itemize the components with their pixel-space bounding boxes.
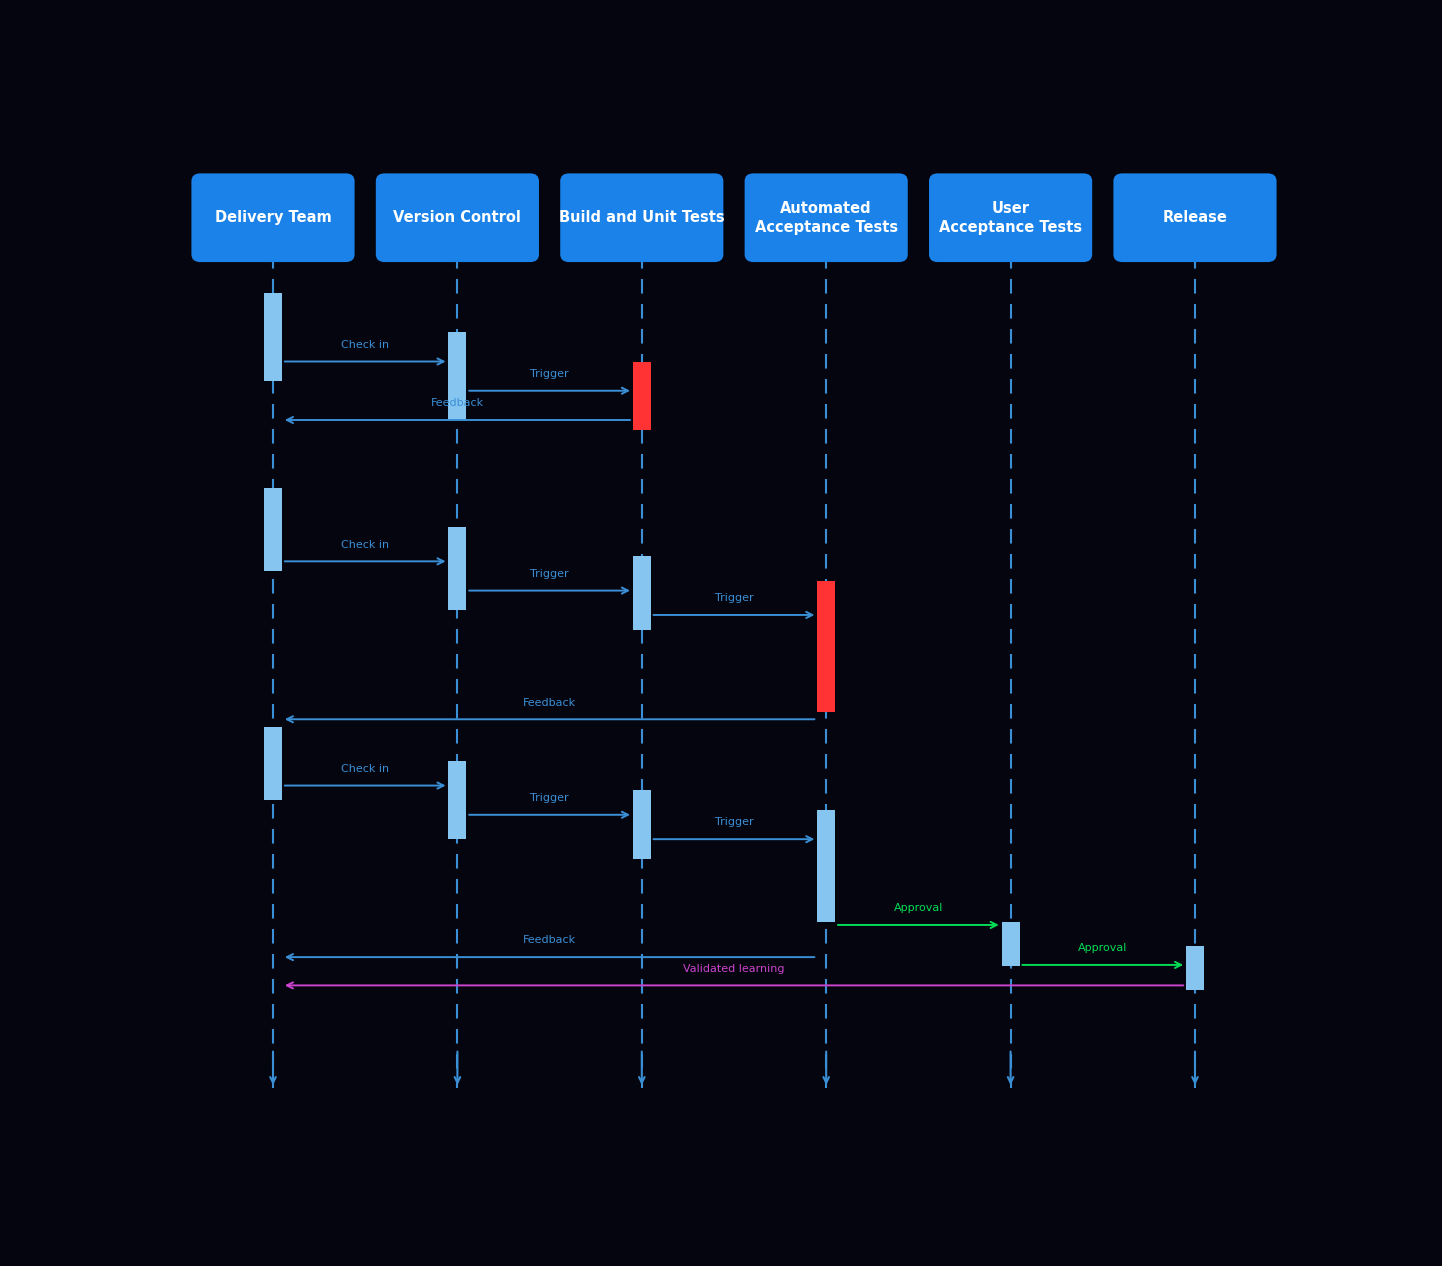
Text: Build and Unit Tests: Build and Unit Tests xyxy=(559,210,725,225)
Text: Validated learning: Validated learning xyxy=(684,963,784,974)
FancyBboxPatch shape xyxy=(929,173,1092,262)
Bar xyxy=(448,332,466,420)
Text: Trigger: Trigger xyxy=(715,818,753,828)
FancyBboxPatch shape xyxy=(559,173,724,262)
Bar xyxy=(448,761,466,839)
Text: Feedback: Feedback xyxy=(431,399,485,409)
Text: User
Acceptance Tests: User Acceptance Tests xyxy=(939,201,1082,234)
Text: Check in: Check in xyxy=(342,339,389,349)
Text: Delivery Team: Delivery Team xyxy=(215,210,332,225)
Bar xyxy=(633,557,650,629)
Bar xyxy=(818,581,835,713)
Text: Check in: Check in xyxy=(342,539,389,549)
Text: Release: Release xyxy=(1162,210,1227,225)
Text: Check in: Check in xyxy=(342,763,389,774)
Bar xyxy=(633,790,650,858)
Text: Trigger: Trigger xyxy=(531,370,570,379)
Bar xyxy=(264,489,283,571)
Text: Trigger: Trigger xyxy=(715,594,753,604)
Text: Feedback: Feedback xyxy=(523,698,577,708)
Text: Approval: Approval xyxy=(894,903,943,913)
Bar xyxy=(448,527,466,610)
FancyBboxPatch shape xyxy=(376,173,539,262)
Bar xyxy=(633,362,650,429)
Bar xyxy=(264,727,283,800)
FancyBboxPatch shape xyxy=(192,173,355,262)
Text: Automated
Acceptance Tests: Automated Acceptance Tests xyxy=(754,201,898,234)
Bar xyxy=(1187,947,1204,990)
Text: Feedback: Feedback xyxy=(523,936,577,946)
Text: Version Control: Version Control xyxy=(394,210,522,225)
FancyBboxPatch shape xyxy=(744,173,908,262)
Bar xyxy=(1002,922,1019,966)
Text: Trigger: Trigger xyxy=(531,568,570,579)
Text: Trigger: Trigger xyxy=(531,793,570,803)
Bar xyxy=(818,810,835,922)
FancyBboxPatch shape xyxy=(1113,173,1276,262)
Text: Approval: Approval xyxy=(1079,943,1128,953)
Bar xyxy=(264,294,283,381)
